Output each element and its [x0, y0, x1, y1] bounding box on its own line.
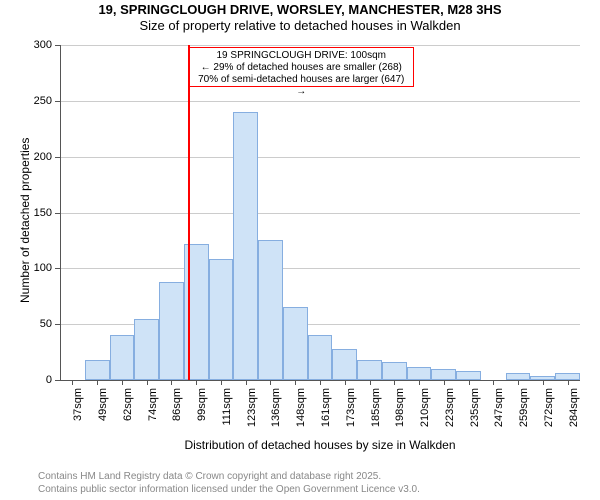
- y-tick-label: 250: [22, 95, 52, 107]
- x-tick-label: 185sqm: [370, 388, 382, 438]
- histogram-bar: [332, 349, 357, 380]
- x-tick-label: 37sqm: [72, 388, 84, 438]
- grid-line: [60, 101, 580, 102]
- y-axis-title: Number of detached properties: [18, 137, 32, 302]
- chart-title: 19, SPRINGCLOUGH DRIVE, WORSLEY, MANCHES…: [0, 2, 600, 33]
- histogram-bar: [258, 240, 283, 380]
- histogram-bar: [431, 369, 456, 380]
- y-axis-line: [60, 45, 61, 380]
- y-tick-label: 50: [22, 318, 52, 330]
- attribution-line-2: Contains public sector information licen…: [38, 484, 420, 497]
- attribution: Contains HM Land Registry data © Crown c…: [38, 471, 420, 496]
- annotation-line: ← 29% of detached houses are smaller (26…: [194, 62, 409, 74]
- title-line-2: Size of property relative to detached ho…: [0, 18, 600, 34]
- x-tick-label: 272sqm: [543, 388, 555, 438]
- x-axis-title: Distribution of detached houses by size …: [60, 438, 580, 452]
- histogram-bar: [456, 371, 481, 380]
- y-tick-label: 300: [22, 39, 52, 51]
- x-tick-label: 74sqm: [147, 388, 159, 438]
- y-tick-label: 0: [22, 374, 52, 386]
- histogram-bar: [159, 282, 184, 380]
- grid-line: [60, 45, 580, 46]
- grid-line: [60, 157, 580, 158]
- x-tick-label: 223sqm: [444, 388, 456, 438]
- plot-area: 05010015020025030037sqm49sqm62sqm74sqm86…: [60, 45, 580, 380]
- x-tick-label: 247sqm: [493, 388, 505, 438]
- histogram-bar: [308, 335, 333, 380]
- grid-line: [60, 268, 580, 269]
- annotation-line: 70% of semi-detached houses are larger (…: [194, 74, 409, 98]
- histogram-bar: [110, 335, 135, 380]
- histogram-bar: [407, 367, 432, 380]
- grid-line: [60, 213, 580, 214]
- x-tick-label: 62sqm: [122, 388, 134, 438]
- histogram-bar: [233, 112, 258, 380]
- histogram-bar: [555, 373, 580, 380]
- x-tick-label: 259sqm: [518, 388, 530, 438]
- x-tick-label: 123sqm: [246, 388, 258, 438]
- title-line-1: 19, SPRINGCLOUGH DRIVE, WORSLEY, MANCHES…: [0, 2, 600, 18]
- x-tick-label: 99sqm: [196, 388, 208, 438]
- x-tick-label: 161sqm: [320, 388, 332, 438]
- x-tick-label: 49sqm: [97, 388, 109, 438]
- x-tick-label: 136sqm: [270, 388, 282, 438]
- x-tick-label: 235sqm: [469, 388, 481, 438]
- reference-line: [188, 45, 190, 380]
- x-tick-label: 284sqm: [568, 388, 580, 438]
- annotation-box: 19 SPRINGCLOUGH DRIVE: 100sqm← 29% of de…: [189, 47, 414, 87]
- histogram-bar: [209, 259, 234, 380]
- histogram-bar: [85, 360, 110, 380]
- x-tick-label: 198sqm: [394, 388, 406, 438]
- x-tick-label: 86sqm: [171, 388, 183, 438]
- annotation-line: 19 SPRINGCLOUGH DRIVE: 100sqm: [194, 50, 409, 62]
- attribution-line-1: Contains HM Land Registry data © Crown c…: [38, 471, 420, 484]
- histogram-bar: [382, 362, 407, 380]
- x-tick-label: 111sqm: [221, 388, 233, 438]
- x-axis-line: [60, 380, 580, 381]
- histogram-bar: [357, 360, 382, 380]
- x-tick-label: 148sqm: [295, 388, 307, 438]
- x-tick-label: 210sqm: [419, 388, 431, 438]
- histogram-bar: [506, 373, 531, 380]
- histogram-bar: [134, 319, 159, 380]
- histogram-bar: [283, 307, 308, 380]
- x-tick-label: 173sqm: [345, 388, 357, 438]
